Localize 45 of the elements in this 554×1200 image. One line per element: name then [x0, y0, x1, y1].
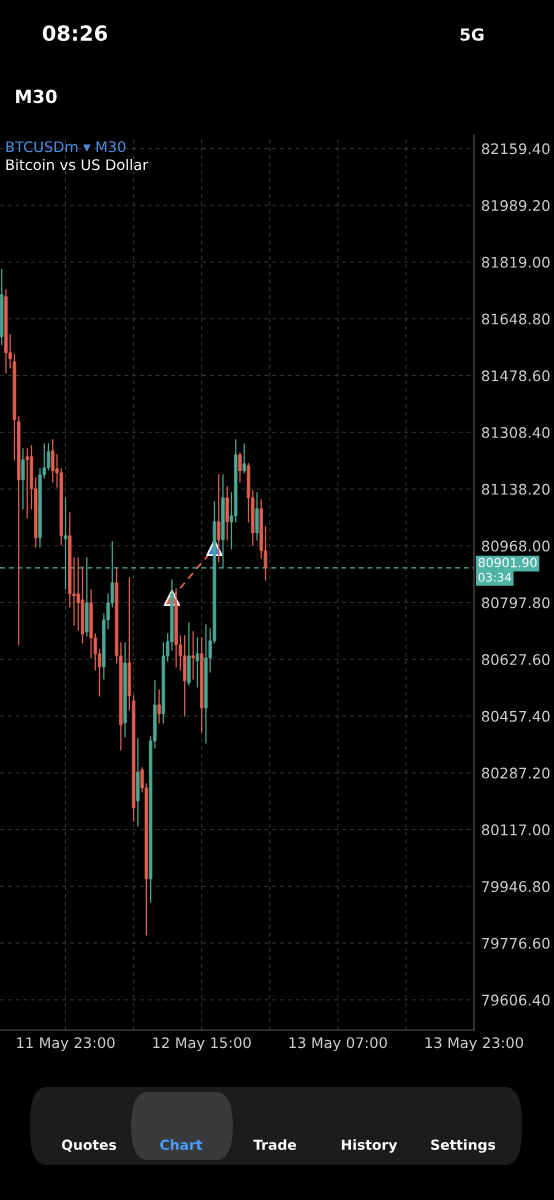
- text: 03:34: [478, 572, 512, 582]
- candlestick: [21, 448, 25, 510]
- y-tick-label: 80117.00: [481, 824, 550, 836]
- chart-title: BTCUSDm ▾ M30: [6, 141, 126, 153]
- x-tick-label: 11 May 23:00: [17, 1037, 115, 1052]
- y-tick-label: 79776.60: [482, 937, 550, 949]
- y-tick-label: 81138.20: [481, 483, 550, 495]
- candlestick: [76, 557, 80, 631]
- y-tick-label: 80287.20: [481, 767, 550, 779]
- ref-line-label: 80901.90: [478, 557, 537, 568]
- y-tick-label: 80797.80: [481, 597, 550, 609]
- text: Quotes: [61, 1139, 117, 1152]
- text: Chart: [160, 1139, 203, 1151]
- y-tick-label: 80968.00: [481, 540, 550, 552]
- text: Settings: [431, 1139, 496, 1153]
- text: 5G: [460, 28, 484, 41]
- candlestick: [25, 448, 29, 519]
- x-tick-label: 13 May 23:00: [425, 1037, 524, 1052]
- y-tick-label: 79606.40: [482, 994, 550, 1006]
- y-tick-label: 80627.60: [481, 654, 550, 666]
- y-tick-label: 80457.40: [481, 710, 550, 722]
- text: M30: [16, 89, 57, 104]
- y-tick-label: 81989.20: [481, 200, 550, 212]
- text: History: [341, 1139, 398, 1153]
- y-tick-label: 81648.80: [481, 313, 550, 325]
- x-tick-label: 13 May 07:00: [289, 1037, 387, 1052]
- candlestick: [46, 443, 51, 471]
- candlestick: [217, 474, 221, 563]
- y-tick-label: 81819.00: [481, 256, 550, 268]
- y-tick-label: 81308.40: [481, 427, 550, 439]
- y-tick-label: 79946.80: [482, 881, 550, 893]
- y-tick-label: 82159.40: [481, 143, 550, 155]
- candlestick: [242, 443, 246, 474]
- text: Bitcoin vs US Dollar: [6, 158, 149, 171]
- y-tick-label: 81478.60: [481, 370, 550, 382]
- candlestick: [195, 637, 200, 688]
- candlestick: [255, 492, 259, 541]
- candlestick: [63, 497, 68, 590]
- candlestick: [238, 452, 242, 483]
- candlestick: [51, 439, 55, 483]
- text: 08:26: [42, 25, 108, 42]
- x-tick-label: 12 May 15:00: [153, 1037, 251, 1052]
- candlestick: [191, 631, 195, 680]
- text: Trade: [253, 1139, 297, 1151]
- candlestick: [157, 689, 161, 724]
